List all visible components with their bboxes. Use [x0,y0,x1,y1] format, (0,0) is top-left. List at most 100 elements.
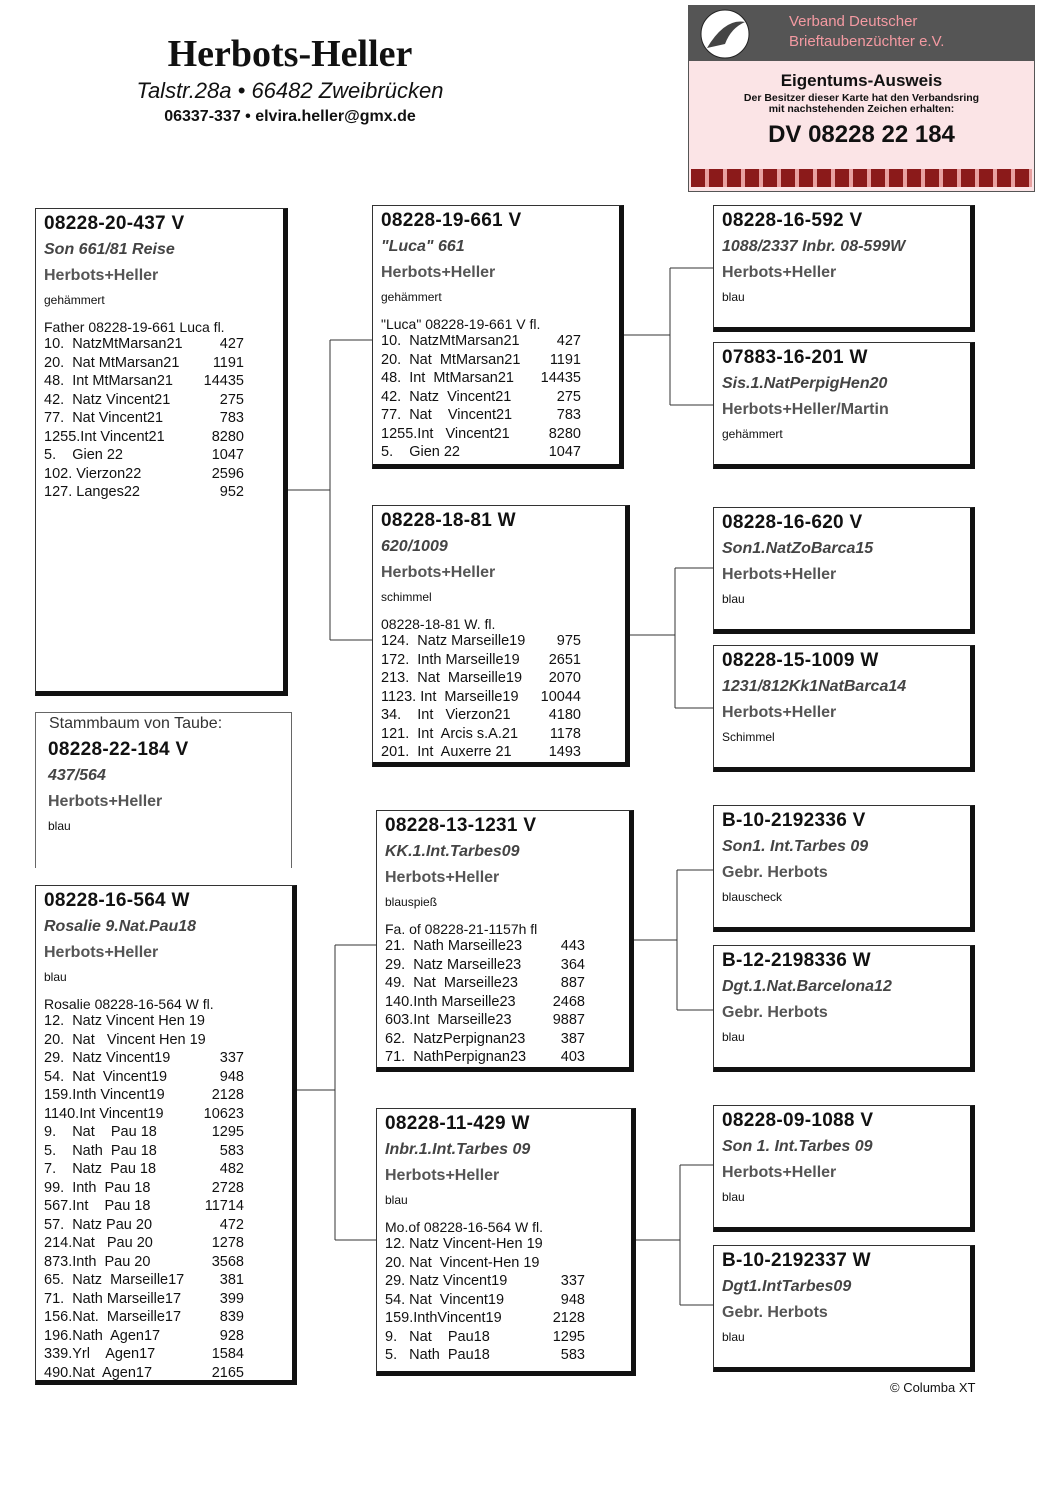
result-value: 8280 [548,425,581,442]
ring-number: B-10-2192337 W [722,1250,871,1271]
result-row: 1123. Int Marseille19 10044 [381,688,581,707]
color: blau [722,1330,745,1344]
pigeon-box: 08228-16-592 V 1088/2337 Inbr. 08-599W Her… [713,205,975,332]
result-text: 29. Natz Vincent19 [44,1050,171,1066]
result-value: 4180 [548,707,581,723]
result-value: 1493 [548,744,581,760]
pigeon-box: 08228-11-429 W Inbr.1.Int.Tarbes 09 Herbot… [376,1108,636,1376]
result-value: 443 [560,938,585,954]
pigeon-name: Sis.1.NatPerpigHen20 [722,375,888,392]
result-text: 213. Nat Marseille19 [381,670,523,686]
result-value: 975 [556,633,581,649]
result-row: 12. Natz Vincent-Hen 19 [385,1235,585,1254]
pigeon-box: B-10-2192337 W Dgt1.IntTarbes09 Gebr. Herb… [713,1245,975,1372]
pigeon-name: "Luca" 661 [381,238,465,255]
ring-number: 07883-16-201 W [722,347,868,368]
result-row: 71. Nath Marseille17 399 [44,1290,244,1309]
color: blau [48,819,71,833]
result-text: 159.Inth Vincent19 [44,1087,165,1103]
result-value: 583 [219,1142,244,1159]
card-ring: DV 08228 22 184 [768,121,955,148]
result-value: 2128 [552,1310,585,1326]
result-row: 214.Nat Pau 20 1278 [44,1234,244,1253]
color: blau [722,1190,745,1204]
ring-number: 08228-16-620 V [722,512,863,533]
result-row: 1140.Int Vincent19 10623 [44,1105,244,1124]
result-value: 1191 [212,354,244,371]
result-row: 77. Nat Vincent21 783 [381,406,581,425]
breeder: Herbots+Heller [385,1167,500,1184]
pigeon-box: 08228-16-620 V Son1.NatZoBarca15 Herbots+H… [713,507,975,634]
result-value: 1047 [548,444,581,460]
result-row: 42. Natz Vincent21 275 [44,391,244,410]
result-row: 603.Int Marseille23 9887 [385,1011,585,1030]
result-row: 159.Inth Vincent19 2128 [44,1086,244,1105]
result-row: 34. Int Vierzon21 4180 [381,706,581,725]
result-value: 387 [560,1030,585,1047]
result-value: 948 [219,1068,244,1085]
color: blau [44,970,67,984]
result-row: 567.Int Pau 18 11714 [44,1197,244,1216]
result-row: 10. NatzMtMarsan21 427 [44,335,244,354]
result-value: 1278 [211,1235,244,1251]
result-value: 337 [219,1050,244,1066]
pigeon-box: 08228-22-184 V 437/564 Herbots+Heller blau [36,735,286,865]
pigeon-name: Son1. Int.Tarbes 09 [722,838,869,855]
result-value: 8280 [211,428,244,445]
ring-number: 08228-11-429 W [385,1113,530,1134]
result-row: 201. Int Auxerre 21 1493 [381,743,581,762]
result-text: 159.InthVincent19 [385,1310,502,1326]
result-value: 275 [556,388,581,405]
result-text: 77. Nat Vincent21 [381,407,513,423]
result-text: 1140.Int Vincent19 [44,1105,164,1122]
pigeon-name: Son1.NatZoBarca15 [722,540,874,557]
result-text: 9. Nat Pau18 [385,1328,490,1345]
result-row: 127. Langes22 952 [44,483,244,502]
color: gehämmert [722,427,783,441]
result-text: 5. Gien 22 [381,444,460,460]
breeder: Herbots+Heller [381,264,496,281]
note: Father 08228-19-661 Luca fl. [44,319,225,335]
ring-number: 08228-20-437 V [44,213,185,234]
result-text: 214.Nat Pau 20 [44,1235,153,1251]
breeder: Gebr. Herbots [722,1004,828,1021]
pigeon-box: 08228-18-81 W 620/1009 Herbots+Heller schim… [372,505,630,767]
result-row: 5. Nath Pau18 583 [385,1346,585,1365]
note: Fa. of 08228-21-1157h fl [385,921,538,937]
address: Talstr.28a • 66482 Zweibrücken [136,78,444,103]
pigeon-box: 08228-13-1231 V KK.1.Int.Tarbes09 Herbots+… [376,810,634,1072]
result-row: 10. NatzMtMarsan21 427 [381,332,581,351]
result-text: 127. Langes22 [44,484,140,500]
result-value: 2596 [211,465,244,482]
result-value: 952 [219,484,244,500]
color: gehämmert [44,293,105,307]
result-value: 2728 [211,1179,244,1196]
result-text: 1123. Int Marseille19 [381,688,519,705]
result-row: 99. Inth Pau 18 2728 [44,1179,244,1198]
result-value: 10623 [203,1105,244,1122]
result-text: 34. Int Vierzon21 [381,707,511,723]
ring-number: 08228-22-184 V [48,739,189,760]
ring-number: 08228-19-661 V [381,210,522,231]
ring-number: 08228-16-564 W [44,890,190,911]
result-row: 21. Nath Marseille23 443 [385,937,585,956]
pigeon-box: 08228-20-437 V Son 661/81 Reise Herbots+He… [35,208,288,696]
pigeon-box: B-12-2198336 W Dgt.1.Nat.Barcelona12 Gebr.… [713,945,975,1072]
result-value: 783 [556,407,581,423]
breeder: Herbots+Heller/Martin [722,401,889,418]
result-row: 77. Nat Vincent21 783 [44,409,244,428]
result-row: 49. Nat Marseille23 887 [385,974,585,993]
result-row: 5. Gien 22 1047 [44,446,244,465]
result-text: 71. NathPerpignan23 [385,1049,527,1065]
result-text: 121. Int Arcis s.A.21 [381,725,519,742]
result-row: 20. Nat MtMarsan21 1191 [381,351,581,370]
result-text: 62. NatzPerpignan23 [385,1030,526,1047]
color: schimmel [381,590,432,604]
result-row: 62. NatzPerpignan23 387 [385,1030,585,1049]
result-row: 20. Nat Vincent-Hen 19 [385,1254,585,1273]
result-text: 48. Int MtMarsan21 [44,373,173,389]
pigeon-name: Dgt1.IntTarbes09 [722,1278,852,1295]
result-text: 10. NatzMtMarsan21 [381,333,520,349]
pigeon-box: 07883-16-201 W Sis.1.NatPerpigHen20 Herbot… [713,342,975,469]
pigeon-name: KK.1.Int.Tarbes09 [385,843,520,860]
